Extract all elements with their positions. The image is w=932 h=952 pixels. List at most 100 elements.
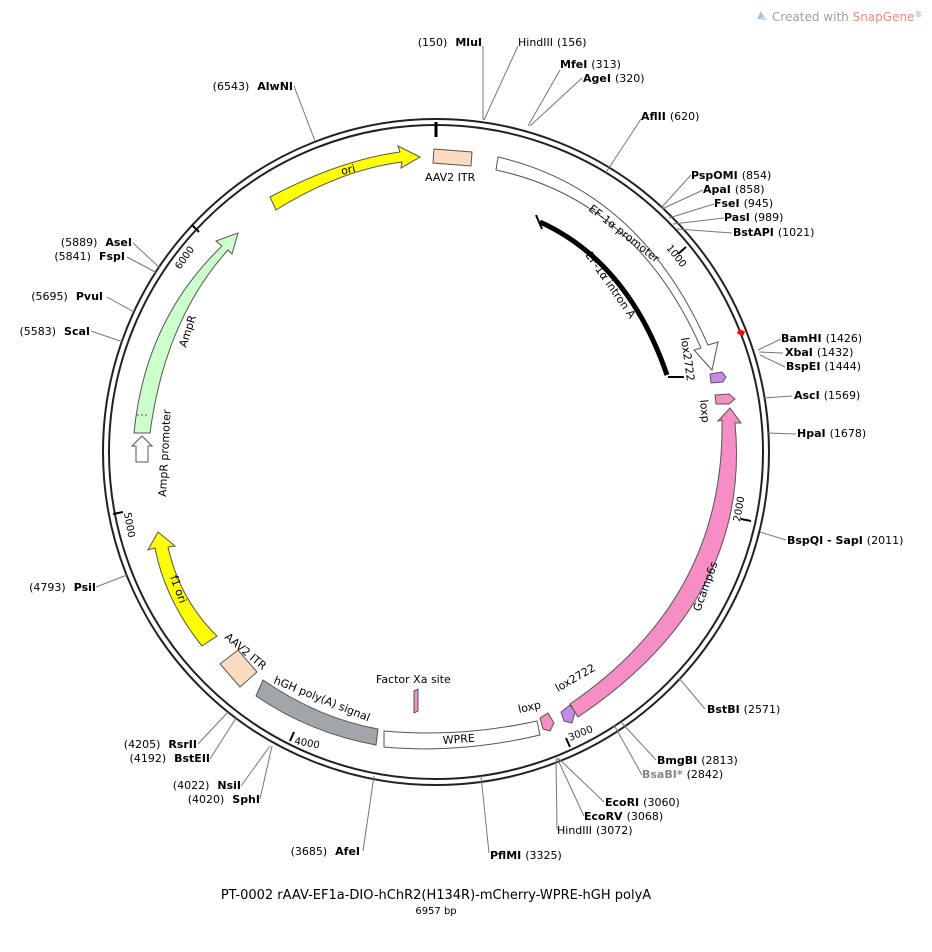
brand-registered: ®: [914, 10, 922, 19]
svg-text:BspQI - SapI(2011): BspQI - SapI (2011): [787, 534, 903, 547]
site-mlui[interactable]: (150) MluI: [418, 36, 482, 49]
site-leader-lines: [90, 45, 797, 854]
itr-1-label: AAV2 ITR: [425, 171, 476, 184]
feature-f1-ori[interactable]: f1 ori: [146, 531, 218, 647]
site-nsii[interactable]: (4022) NsiI: [173, 779, 241, 792]
site-pos: (320): [615, 72, 645, 85]
feature-aav2-itr-2[interactable]: AAV2 ITR: [219, 630, 269, 688]
site-asei[interactable]: (5889) AseI: [61, 236, 132, 249]
site-rsrii[interactable]: (4205) RsrII: [124, 738, 197, 751]
site-pspomi[interactable]: PspOMI (854): [691, 169, 771, 182]
svg-text:BmgBI(2813): BmgBI (2813): [657, 754, 738, 767]
site-pos: (4205): [124, 738, 161, 751]
feature-loxp-1[interactable]: loxp: [697, 393, 736, 423]
site-name: FseI: [714, 197, 740, 210]
site-name: PflMI: [490, 849, 521, 862]
site-fsei[interactable]: FseI (945): [714, 197, 773, 210]
ef1a-intron-bar: [538, 219, 670, 376]
site-afei[interactable]: (3685) AfeI: [291, 845, 360, 858]
feature-ampr-promoter[interactable]: AmpR promoter: [130, 409, 174, 497]
svg-text:(5841)FspI: (5841) FspI: [54, 250, 125, 263]
site-bspei[interactable]: BspEI (1444): [786, 360, 861, 373]
site-pos: (854): [742, 169, 772, 182]
svg-text:AscI(1569): AscI (1569): [794, 389, 860, 402]
feature-factor-xa[interactable]: Factor Xa site: [376, 673, 451, 714]
site-name: ApaI: [703, 183, 731, 196]
site-pasi[interactable]: PasI (989): [724, 211, 783, 224]
site-bmgbi[interactable]: BmgBI (2813): [657, 754, 738, 767]
site-bspqi-sapi[interactable]: BspQI - SapI (2011): [787, 534, 903, 547]
site-pflmi[interactable]: PflMI (3325): [490, 849, 562, 862]
site-bsteii[interactable]: (4192) BstEII: [130, 752, 210, 765]
snapgene-brand: Created with SnapGene®: [757, 10, 922, 24]
site-scai[interactable]: (5583) ScaI: [19, 325, 90, 338]
lox2722-2-shape: [560, 704, 576, 724]
leader-agei: [529, 77, 583, 127]
site-ecorv[interactable]: EcoRV (3068): [584, 810, 663, 823]
leader-rsrii: [197, 711, 229, 745]
svg-text:(4793)PsiI: (4793) PsiI: [29, 581, 96, 594]
site-bstapi[interactable]: BstAPI (1021): [733, 226, 814, 239]
leader-bstapi: [676, 228, 733, 234]
site-alwni[interactable]: (6543) AlwNI: [213, 80, 293, 93]
tick-label-1000: 1000: [664, 243, 688, 270]
site-psii[interactable]: (4793) PsiI: [29, 581, 96, 594]
site-pos: (2011): [867, 534, 904, 547]
site-fspi[interactable]: (5841) FspI: [54, 250, 125, 263]
leader-scai: [90, 330, 124, 343]
tick-label-5000: 5000: [121, 512, 136, 539]
tick-5000: 5000: [112, 511, 136, 539]
site-apai[interactable]: ApaI (858): [703, 183, 765, 196]
site-sphi[interactable]: (4020) SphI: [188, 793, 260, 806]
site-agei[interactable]: AgeI (320): [583, 72, 645, 85]
restriction-sites: (150) MluI HindIII (156) MfeI (313) AgeI (32…: [19, 36, 903, 862]
feature-ef1a-intron[interactable]: EF-1α intron A: [535, 214, 684, 378]
site-asci[interactable]: AscI (1569): [794, 389, 860, 402]
feature-ori[interactable]: ori: [269, 145, 422, 211]
feature-wpre[interactable]: WPRE: [383, 720, 541, 750]
svg-text:(3685)AfeI: (3685) AfeI: [291, 845, 360, 858]
hgh-polya-shape: [255, 679, 379, 746]
site-name: MluI: [455, 36, 482, 49]
site-hindiii-156[interactable]: HindIII (156): [518, 36, 587, 49]
loxp-2-shape: [539, 712, 555, 732]
site-pvui[interactable]: (5695) PvuI: [31, 290, 103, 303]
site-xbai[interactable]: XbaI (1432): [785, 346, 853, 359]
site-pos: (3325): [525, 849, 562, 862]
itr-2-box: [219, 649, 258, 688]
site-bsabi[interactable]: BsaBI* (2842): [642, 768, 723, 781]
site-pos: (989): [754, 211, 784, 224]
site-ecori[interactable]: EcoRI (3060): [605, 796, 680, 809]
feature-hgh-polya[interactable]: hGH poly(A) signal: [255, 674, 379, 746]
loxp-1-label: loxp: [697, 399, 712, 423]
feature-loxp-2[interactable]: loxp: [517, 698, 555, 732]
ori-label: ori: [340, 162, 357, 178]
leader-bsabi: [613, 724, 643, 776]
site-pos: (1678): [830, 427, 867, 440]
svg-text:EcoRV(3068): EcoRV (3068): [584, 810, 663, 823]
site-bamhi[interactable]: BamHI (1426): [781, 332, 862, 345]
site-name: ScaI: [64, 325, 90, 338]
tick-1000: 1000: [664, 243, 688, 270]
site-bstbi[interactable]: BstBI (2571): [707, 703, 780, 716]
feature-aav2-itr-1[interactable]: AAV2 ITR: [425, 148, 476, 184]
site-mfei[interactable]: MfeI (313): [560, 58, 621, 71]
site-name: BspEI: [786, 360, 820, 373]
itr-1-box: [432, 148, 473, 167]
site-name: AlwNI: [257, 80, 293, 93]
svg-text:BamHI(1426): BamHI (1426): [781, 332, 862, 345]
svg-text:MfeI(313): MfeI (313): [560, 58, 621, 71]
site-pos: (945): [744, 197, 774, 210]
ef1a-intron-label: EF-1α intron A: [583, 249, 639, 321]
leader-bmgbi: [620, 721, 657, 761]
wpre-label: WPRE: [442, 732, 475, 747]
svg-text:BsaBI*(2842): BsaBI* (2842): [642, 768, 723, 781]
site-aflii[interactable]: AflII (620): [641, 110, 699, 123]
site-pos: (313): [591, 58, 621, 71]
feature-lox2722-1[interactable]: lox2722: [678, 337, 727, 384]
site-hpai[interactable]: HpaI (1678): [797, 427, 866, 440]
site-pos: (1432): [817, 346, 854, 359]
site-hindiii-3072[interactable]: HindIII (3072): [557, 824, 633, 837]
